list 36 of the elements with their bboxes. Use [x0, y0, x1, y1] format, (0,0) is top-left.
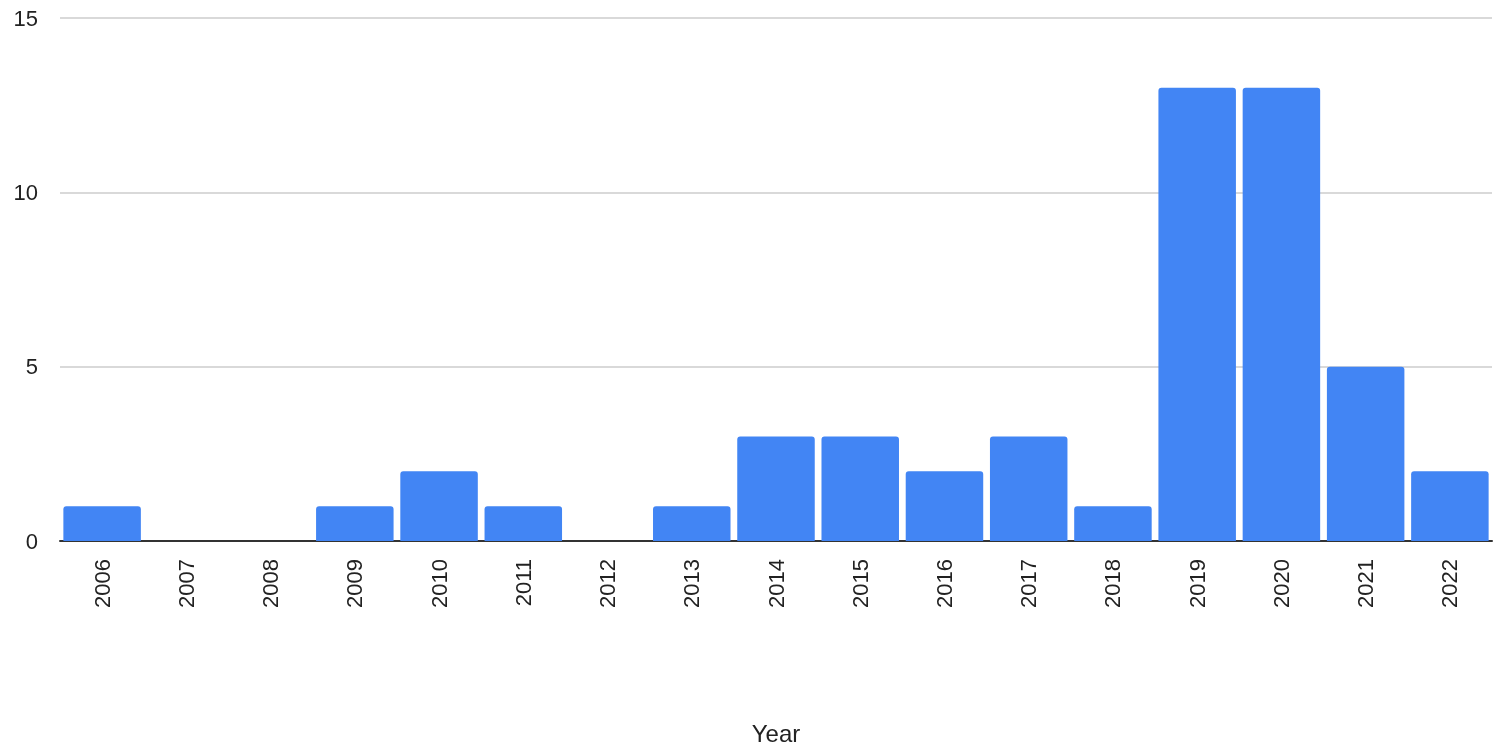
bar	[905, 471, 984, 541]
x-tick-label: 2021	[1353, 559, 1379, 608]
x-tick-label: 2013	[679, 559, 705, 608]
bar	[1074, 506, 1152, 541]
bar	[989, 436, 1068, 541]
bar	[653, 506, 731, 541]
x-tick-label: 2008	[258, 559, 284, 608]
y-tick-label: 5	[25, 354, 38, 380]
x-tick-label: 2018	[1100, 559, 1126, 608]
x-tick-label: 2017	[1016, 559, 1042, 608]
bar	[63, 506, 141, 541]
x-tick-label: 2016	[931, 559, 957, 608]
x-tick-label: 2006	[89, 559, 115, 608]
bar	[1242, 87, 1321, 541]
x-tick-label: 2012	[595, 559, 621, 608]
x-axis-title: Year	[751, 719, 801, 747]
bar	[316, 506, 394, 541]
bar	[1326, 366, 1405, 541]
bar	[737, 436, 815, 541]
x-tick-label: 2019	[1184, 559, 1210, 608]
x-tick-label: 2015	[847, 559, 873, 608]
y-tick-label: 15	[13, 5, 38, 31]
y-tick-label: 10	[13, 179, 38, 205]
x-tick-label: 2007	[173, 559, 199, 608]
x-tick-label: 2020	[1268, 559, 1294, 608]
x-tick-label: 2009	[342, 559, 368, 608]
bar	[400, 471, 478, 541]
bar	[1411, 471, 1489, 541]
x-tick-label: 2011	[510, 559, 536, 607]
x-tick-label: 2022	[1437, 559, 1463, 608]
bar	[484, 506, 563, 541]
x-tick-label: 2010	[426, 559, 452, 608]
bar	[821, 436, 899, 541]
x-tick-label: 2014	[763, 559, 789, 608]
bar	[1158, 87, 1236, 541]
y-tick-label: 0	[25, 528, 38, 554]
